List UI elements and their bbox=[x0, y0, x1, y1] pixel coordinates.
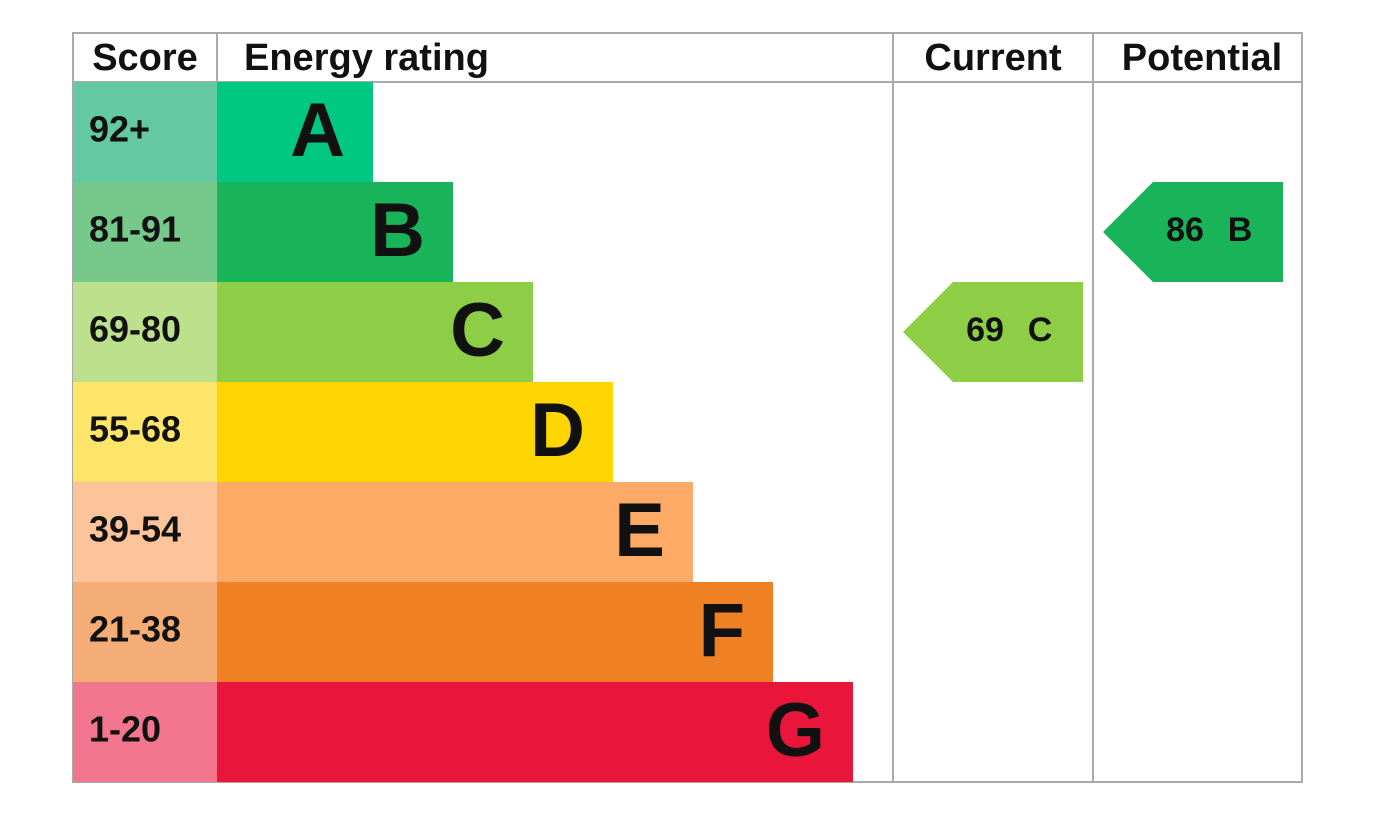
score-label: 92+ bbox=[89, 109, 150, 150]
rating-bar bbox=[217, 382, 613, 482]
current-rating: C bbox=[1028, 311, 1053, 349]
current-arrow bbox=[903, 282, 1083, 382]
score-label: 39-54 bbox=[89, 509, 181, 550]
rating-bar bbox=[217, 282, 533, 382]
score-label: 69-80 bbox=[89, 309, 181, 350]
rating-letter: E bbox=[614, 488, 665, 573]
rating-bar bbox=[217, 482, 693, 582]
score-label: 81-91 bbox=[89, 209, 181, 250]
score-cell bbox=[73, 682, 217, 782]
header-potential: Potential bbox=[1122, 37, 1282, 79]
potential-arrow bbox=[1103, 182, 1283, 282]
potential-score: 86 bbox=[1166, 211, 1204, 249]
score-cell bbox=[73, 182, 217, 282]
rating-bar bbox=[217, 182, 453, 282]
rating-bar bbox=[217, 682, 853, 782]
score-cell bbox=[73, 482, 217, 582]
potential-rating: B bbox=[1228, 211, 1253, 249]
score-cell bbox=[73, 282, 217, 382]
score-cell bbox=[73, 82, 217, 182]
rating-letter: F bbox=[699, 588, 745, 673]
score-cell bbox=[73, 582, 217, 682]
score-label: 55-68 bbox=[89, 409, 181, 450]
score-label: 21-38 bbox=[89, 609, 181, 650]
rating-bar bbox=[217, 582, 773, 682]
rating-letter: A bbox=[290, 88, 345, 173]
bands: 92+ A 81-91 B 69-80 C 55-68 D 39-54 E 21-38 F 1-20 G 6… bbox=[73, 82, 1283, 782]
header-current: Current bbox=[924, 37, 1062, 79]
score-cell bbox=[73, 382, 217, 482]
header-energy-rating: Energy rating bbox=[244, 37, 489, 79]
rating-letter: D bbox=[530, 388, 585, 473]
rating-bar bbox=[217, 82, 373, 182]
current-score: 69 bbox=[966, 311, 1004, 349]
rating-letter: B bbox=[370, 188, 425, 273]
rating-letter: C bbox=[450, 288, 505, 373]
header-score: Score bbox=[92, 37, 198, 79]
rating-letter: G bbox=[766, 688, 825, 773]
score-label: 1-20 bbox=[89, 709, 161, 750]
